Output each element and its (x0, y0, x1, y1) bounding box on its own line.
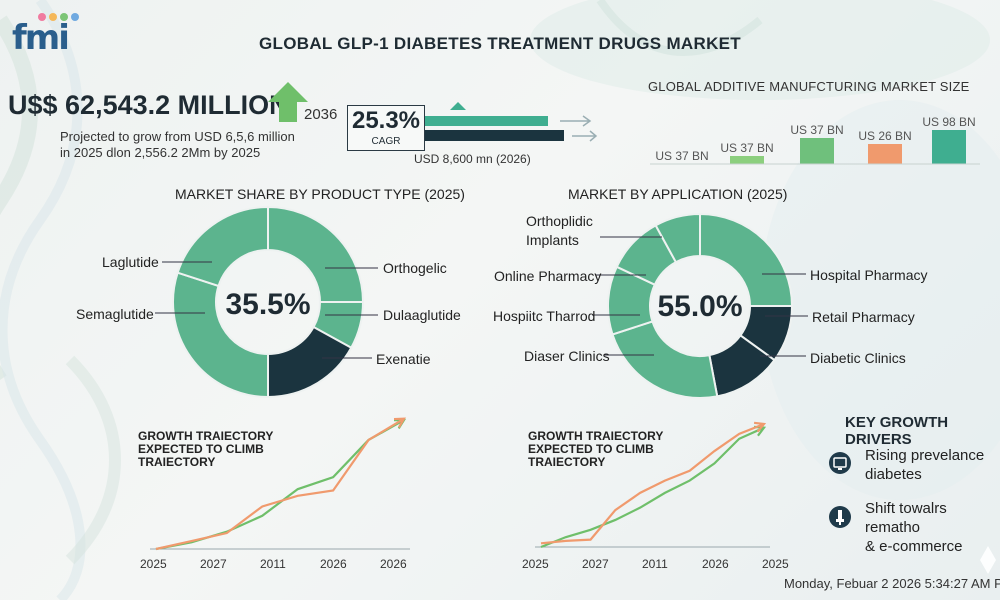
driver-1-line1: Rising prevelance (865, 447, 985, 464)
x-tick-3: 2026 (320, 557, 347, 571)
series-arrowhead-1 (393, 417, 406, 428)
bar-4 (932, 130, 966, 164)
slice-0 (699, 212, 794, 307)
donut1-label-semaglutide: Semaglutide (76, 306, 154, 322)
application-title: MARKET BY APPLICATION (2025) (568, 186, 788, 202)
bar-label-1: US 37 BN (720, 141, 773, 155)
driver-1-line2: diabetes (865, 466, 922, 483)
slice-0 (267, 205, 365, 303)
bar-label-4: US 98 BN (922, 115, 975, 129)
growth-line-chart-2 (535, 421, 770, 549)
driver-2: Shift towalrs rematho & e-commerce (865, 499, 1000, 556)
donut2-label-orthoplidic-text: Orthoplidic Implants (526, 213, 593, 248)
target-year: 2036 (304, 106, 338, 123)
syringe-icon (829, 506, 851, 528)
donut2-label-orthoplidic: Orthoplidic Implants (526, 212, 610, 250)
cagr-bars (420, 102, 598, 142)
growth-line-chart-1 (150, 417, 410, 551)
bar-3 (868, 144, 902, 164)
usd-label: USD 8,600 mn (2026) (414, 152, 531, 166)
series-line-1 (155, 417, 405, 551)
bar-label-2: US 37 BN (790, 123, 843, 137)
slice-4 (176, 205, 269, 288)
x-tick-1: 2027 (200, 557, 227, 571)
x-tick-4: 2025 (762, 557, 789, 571)
donut1-label-exenatie: Exenatie (376, 351, 431, 367)
x-tick-1: 2027 (582, 557, 609, 571)
donut2-label-hospiitc: Hospiitc Tharrod (493, 308, 596, 324)
donut1-label-orthogelic: Orthogelic (383, 260, 447, 276)
growth-chart-1-xaxis: 2025 2027 2011 2026 2026 (140, 557, 410, 573)
product-type-donut (172, 205, 365, 399)
projection-line-1: Projected to grow from USD 6,5,6 million (60, 129, 295, 144)
growth-chart-1-title: GROWTH TRAIECTORY EXPECTED TO CLIMB TRAI… (138, 429, 274, 469)
x-tick-2: 2011 (260, 557, 286, 571)
cagr-value: 25.3% (351, 107, 421, 134)
donut1-label-dulaaglutide: Dulaaglutide (383, 307, 461, 323)
brand-logo: fmi (12, 18, 70, 58)
slice-3 (611, 320, 719, 399)
donut2-label-diaser: Diaser Clinics (524, 348, 610, 364)
cagr-box: 25.3% CAGR (347, 105, 425, 151)
growth-chart-2-xaxis: 2025 2027 2011 2026 2025 (522, 557, 792, 573)
donut2-label-hospital: Hospital Pharmacy (810, 267, 928, 283)
growth-arrow-icon (268, 82, 308, 122)
series-line-0 (540, 426, 765, 549)
application-donut (607, 212, 794, 399)
product-type-title: MARKET SHARE BY PRODUCT TYPE (2025) (175, 186, 465, 202)
product-type-center-value: 35.5% (225, 288, 311, 321)
driver-2-line2: & e-commerce (865, 538, 963, 555)
market-value: U$$ 62,543.2 MILLION (8, 90, 289, 120)
timestamp: Monday, Febuar 2 2026 5:34:27 AM PS (784, 576, 1000, 591)
x-tick-3: 2026 (702, 557, 729, 571)
projection-text: Projected to grow from USD 6,5,6 million… (60, 129, 300, 161)
x-tick-0: 2025 (140, 557, 167, 571)
projection-line-2: in 2025 dlon 2,556.2 2Mm by 2025 (60, 145, 261, 160)
bar-1 (730, 156, 764, 164)
slice-6 (654, 212, 701, 264)
page-title: GLOBAL GLP-1 DIABETES TREATMENT DRUGS MA… (259, 34, 741, 53)
series-arrowhead-1 (753, 421, 767, 433)
x-tick-0: 2025 (522, 557, 549, 571)
application-center-value: 55.0% (657, 290, 743, 323)
driver-1: Rising prevelance diabetes (865, 446, 984, 484)
donut2-label-retail: Retail Pharmacy (812, 309, 915, 325)
slice-3 (172, 271, 269, 399)
x-tick-4: 2026 (380, 557, 407, 571)
driver-2-line1: Shift towalrs rematho (865, 500, 947, 536)
bar-label-3: US 26 BN (858, 129, 911, 143)
bar-2 (800, 138, 834, 164)
x-tick-2: 2011 (642, 557, 668, 571)
drivers-title: KEY GROWTH DRIVERS (845, 414, 949, 448)
donut2-label-diabetic: Diabetic Clinics (810, 350, 906, 366)
series-line-1 (540, 422, 765, 545)
monitor-icon (829, 452, 851, 474)
series-line-0 (155, 419, 405, 551)
logo-dots (38, 8, 82, 26)
donut1-label-laglutide: Laglutide (102, 254, 159, 270)
bar-chart-title: GLOBAL ADDITIVE MANUFCTURING MARKET SIZE (648, 79, 970, 94)
cagr-label: CAGR (371, 136, 401, 147)
donut2-label-online: Online Pharmacy (494, 268, 602, 284)
bar-label-0: US 37 BN (655, 149, 708, 163)
market-size-bar-chart: US 37 BN US 37 BN US 37 BN US 26 BN US 98 BN (650, 115, 980, 165)
growth-chart-2-title: GROWTH TRAIECTORY EXPECTED TO CLIMB TRAI… (528, 429, 664, 469)
